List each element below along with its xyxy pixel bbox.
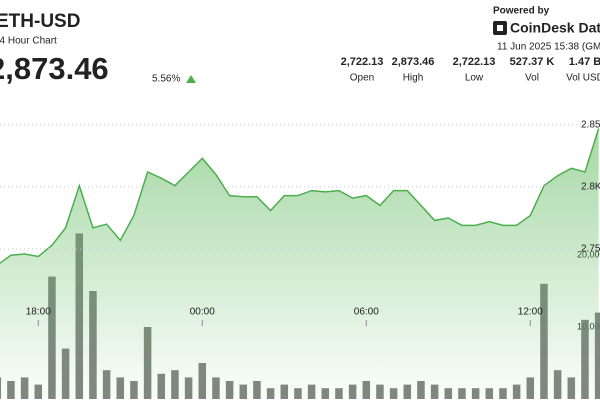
- brand: CoinDesk Data: [510, 20, 600, 36]
- stat-value: 2,722.13: [341, 56, 384, 68]
- stat-value: 2,722.13: [453, 56, 496, 68]
- price: 2,873.46: [0, 51, 109, 86]
- price-area: [0, 128, 599, 398]
- y-tick-label: 2.75K: [581, 244, 600, 255]
- stat-label: Vol USD: [566, 73, 600, 84]
- stat-label: High: [403, 73, 424, 84]
- plot: 20,00010,0002.85K2.8K2.75K18:0000:0006:0…: [0, 119, 600, 399]
- x-tick-label: 00:00: [190, 307, 215, 318]
- stat-label: Open: [350, 73, 374, 84]
- y-tick-label: 2.85K: [581, 119, 600, 130]
- x-tick-label: 06:00: [354, 307, 379, 318]
- subtitle: 24 Hour Chart: [0, 36, 57, 47]
- stat-value: 1.47 B: [569, 56, 600, 68]
- stat-label: Vol: [525, 73, 539, 84]
- logo-mark: [497, 25, 503, 31]
- timestamp: 11 Jun 2025 15:38 (GMT): [497, 42, 600, 53]
- y-tick-label: 2.8K: [581, 182, 600, 193]
- x-tick-label: 12:00: [518, 307, 543, 318]
- change: 5.56%: [152, 74, 180, 85]
- stat-label: Low: [465, 73, 484, 84]
- title: ETH-USD: [0, 11, 80, 32]
- price-line: [0, 128, 600, 265]
- stat-value: 527.37 K: [510, 56, 555, 68]
- x-tick-label: 18:00: [26, 307, 51, 318]
- powered-by: Powered by: [493, 6, 550, 17]
- stat-value: 2,873.46: [392, 56, 435, 68]
- up-arrow: [186, 75, 196, 83]
